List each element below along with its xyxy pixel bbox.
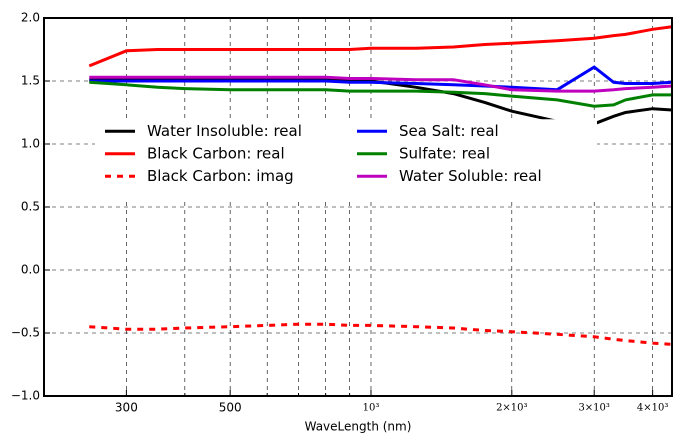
legend-label: Water Insoluble: real [147, 122, 302, 140]
y-tick-label: 2.0 [21, 11, 40, 25]
series-line [89, 80, 672, 108]
plot-frame [43, 17, 673, 397]
series-line [88, 25, 673, 68]
x-axis-label: WaveLength (nm) [305, 420, 412, 434]
x-tick-label: 4×10³ [637, 403, 668, 414]
legend-label: Black Carbon: imag [147, 167, 294, 185]
y-tick-label: 0.0 [21, 263, 40, 277]
y-tick-label: −0.5 [11, 326, 40, 340]
x-tick-label: 500 [219, 401, 242, 415]
y-tick-label: 0.5 [21, 200, 40, 214]
y-tick-label: 1.5 [21, 74, 40, 88]
legend-label: Water Soluble: real [399, 167, 542, 185]
legend-label: Sea Salt: real [399, 122, 499, 140]
y-tick-label: −1.0 [11, 389, 40, 403]
legend: Water Insoluble: real Black Carbon: real B… [95, 119, 597, 199]
y-tick-label: 1.0 [21, 137, 40, 151]
series-line [89, 75, 673, 93]
legend-label: Black Carbon: real [147, 144, 285, 162]
x-tick-label: 2×10³ [496, 403, 527, 414]
legend-box [95, 119, 597, 199]
series-line [89, 78, 673, 126]
x-tick-label: 300 [115, 401, 138, 415]
series-line [89, 65, 673, 92]
x-tick-label: 10³ [363, 403, 380, 414]
series-line [89, 322, 673, 346]
x-tick-label: 3×10³ [578, 403, 609, 414]
legend-label: Sulfate: real [399, 144, 490, 162]
